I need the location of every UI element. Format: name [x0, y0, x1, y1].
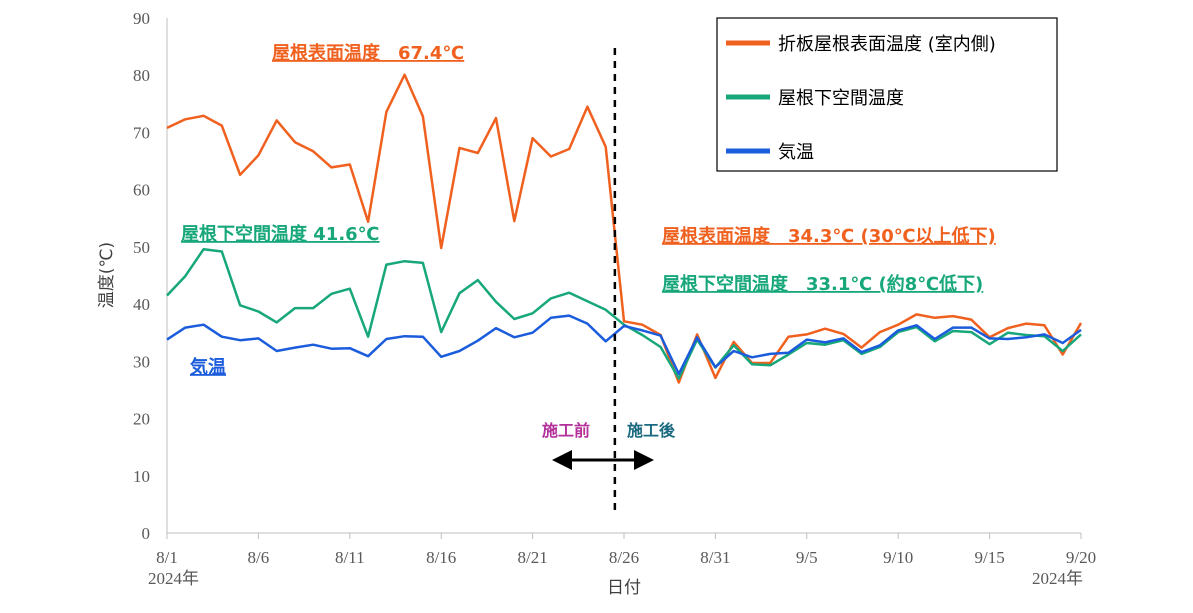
y-tick-label: 50 [133, 238, 150, 257]
x-tick-labels: 8/1 8/6 8/11 8/16 8/21 8/26 8/31 9/5 9/10 9/15 9/2… [156, 533, 1096, 567]
annotation-under-before: 屋根下空間温度 41.6℃ [181, 223, 379, 245]
y-tick-label: 70 [133, 123, 150, 142]
y-tick-label: 20 [133, 410, 150, 429]
annotation-air: 気温 [190, 356, 226, 378]
y-tick-label: 0 [142, 524, 151, 543]
y-tick-label: 90 [133, 9, 150, 28]
x-tick-label: 9/5 [796, 548, 818, 567]
series-line-air [166, 314, 1082, 376]
y-tick-label: 10 [133, 467, 150, 486]
x-tick-label: 9/15 [974, 548, 1004, 567]
x-tick-label: 8/16 [426, 548, 456, 567]
x-tick-label: 8/1 [156, 548, 178, 567]
x-axis-title: 日付 [607, 578, 641, 598]
y-tick-labels: 0 10 20 30 40 50 60 70 80 90 [133, 9, 150, 543]
x-tick-label: 8/11 [335, 548, 365, 567]
y-tick-label: 30 [133, 352, 150, 371]
series-layer [166, 73, 1083, 384]
year-end-label: 2024年 [1032, 569, 1083, 588]
legend-item-air: 気温 [726, 142, 814, 163]
arrow-left-head [552, 450, 572, 470]
after-construction-label: 施工後 [627, 421, 676, 440]
x-tick-label: 8/31 [700, 548, 730, 567]
double-arrow [552, 450, 654, 470]
x-tick-label: 9/20 [1066, 548, 1096, 567]
annotation-under-after: 屋根下空間温度 33.1℃ (約8℃低下) [662, 273, 983, 295]
annotation-roof-before: 屋根表面温度 67.4℃ [272, 42, 464, 64]
legend-item-under-roof: 屋根下空間温度 [726, 88, 904, 109]
x-tick-label: 8/21 [517, 548, 547, 567]
before-construction-label: 施工前 [542, 421, 590, 440]
legend-label: 屋根下空間温度 [778, 88, 904, 109]
year-start-label: 2024年 [148, 569, 199, 588]
series-line-roof-surface [166, 73, 1083, 384]
arrow-right-head [634, 450, 654, 470]
y-tick-label: 60 [133, 181, 150, 200]
x-tick-label: 8/6 [248, 548, 270, 567]
legend-box [716, 17, 1058, 172]
y-axis-title: 温度(℃) [97, 242, 117, 308]
x-tick-label: 8/26 [609, 548, 639, 567]
annotation-group: 屋根表面温度 67.4℃ 屋根下空間温度 41.6℃ 気温 屋根表面温度 34.… [181, 42, 996, 378]
legend-item-roof-surface: 折板屋根表面温度 (室内側) [726, 34, 996, 55]
legend-label: 気温 [778, 142, 814, 163]
y-tick-label: 80 [133, 66, 150, 85]
x-tick-label: 9/10 [883, 548, 913, 567]
y-tick-label: 40 [133, 295, 150, 314]
legend-label: 折板屋根表面温度 (室内側) [778, 34, 996, 55]
annotation-roof-after: 屋根表面温度 34.3℃ (30℃以上低下) [662, 225, 996, 247]
